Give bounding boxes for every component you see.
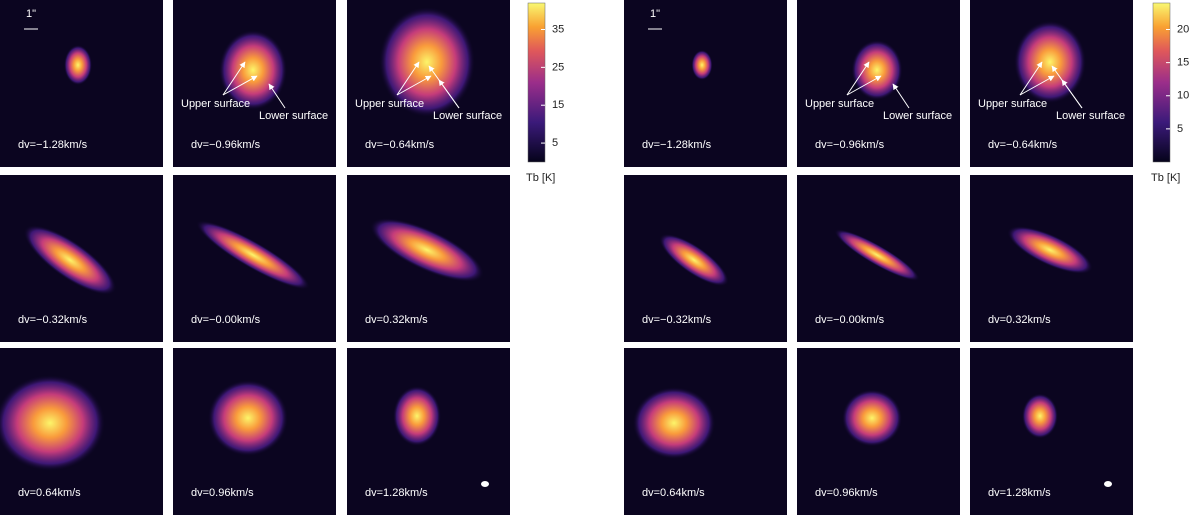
arrow — [1061, 79, 1083, 109]
arrow — [438, 79, 460, 109]
colorbar-tick-label: 25 — [552, 61, 564, 73]
colorbar-tick-label: 35 — [552, 23, 564, 35]
emission — [379, 7, 475, 117]
colorbar — [1152, 2, 1171, 163]
colorbar-tick-label: 20 — [1177, 23, 1189, 35]
annotation: Upper surface — [978, 98, 1047, 110]
velocity-label: dv=0.64km/s — [18, 487, 81, 499]
velocity-label: dv=−0.96km/s — [191, 139, 261, 151]
colorbar-tick-label: 5 — [1177, 123, 1183, 135]
velocity-label: dv=0.32km/s — [365, 314, 428, 326]
emission — [1014, 20, 1086, 104]
arrow — [846, 61, 870, 96]
emission — [842, 389, 902, 447]
velocity-label: dv=−0.32km/s — [642, 314, 712, 326]
emission — [834, 229, 920, 281]
arrow — [1019, 75, 1055, 96]
beam — [1104, 481, 1112, 487]
annotation: Lower surface — [1056, 110, 1125, 122]
velocity-label: dv=1.28km/s — [988, 487, 1051, 499]
velocity-label: dv=−1.28km/s — [642, 139, 712, 151]
velocity-label: dv=−0.64km/s — [365, 139, 435, 151]
annotation: Lower surface — [433, 110, 502, 122]
emission — [393, 386, 441, 446]
scale-label: 1" — [650, 8, 660, 20]
emission — [208, 380, 288, 456]
emission — [1022, 393, 1058, 439]
annotation: Upper surface — [355, 98, 424, 110]
emission — [851, 40, 903, 100]
annotation: Lower surface — [883, 110, 952, 122]
colorbar-label: Tb [K] — [526, 172, 555, 184]
velocity-label: dv=−0.32km/s — [18, 314, 88, 326]
arrow — [846, 75, 882, 96]
annotation: Lower surface — [259, 110, 328, 122]
velocity-label: dv=−0.00km/s — [191, 314, 261, 326]
emission — [196, 220, 310, 290]
arrow — [1019, 61, 1043, 96]
velocity-label: dv=0.96km/s — [815, 487, 878, 499]
arrow — [222, 75, 258, 96]
velocity-label: dv=−0.96km/s — [815, 139, 885, 151]
arrow — [268, 83, 286, 109]
colorbar-tick-label: 15 — [552, 99, 564, 111]
velocity-label: dv=−0.64km/s — [988, 139, 1058, 151]
colorbar-tick-label: 5 — [552, 137, 558, 149]
arrow — [222, 61, 246, 96]
beam — [481, 481, 489, 487]
velocity-label: dv=−1.28km/s — [18, 139, 88, 151]
colorbar-label: Tb [K] — [1151, 172, 1180, 184]
arrow — [892, 83, 910, 109]
arrow — [396, 75, 432, 96]
colorbar-tick-label: 15 — [1177, 57, 1189, 69]
velocity-label: dv=0.64km/s — [642, 487, 705, 499]
velocity-label: dv=0.96km/s — [191, 487, 254, 499]
emission — [0, 375, 105, 471]
colorbar — [527, 2, 546, 163]
emission — [632, 387, 716, 459]
colorbar-tick-label: 10 — [1177, 90, 1189, 102]
emission — [691, 50, 713, 80]
arrow — [396, 61, 420, 96]
emission — [659, 233, 729, 287]
emission — [370, 218, 484, 282]
channel-map — [624, 0, 787, 167]
velocity-label: dv=0.32km/s — [988, 314, 1051, 326]
annotation: Upper surface — [805, 98, 874, 110]
velocity-label: dv=1.28km/s — [365, 487, 428, 499]
velocity-label: dv=−0.00km/s — [815, 314, 885, 326]
annotation: Upper surface — [181, 98, 250, 110]
emission — [1007, 226, 1093, 274]
scale-label: 1" — [26, 8, 36, 20]
emission — [23, 225, 117, 295]
emission — [64, 45, 92, 85]
